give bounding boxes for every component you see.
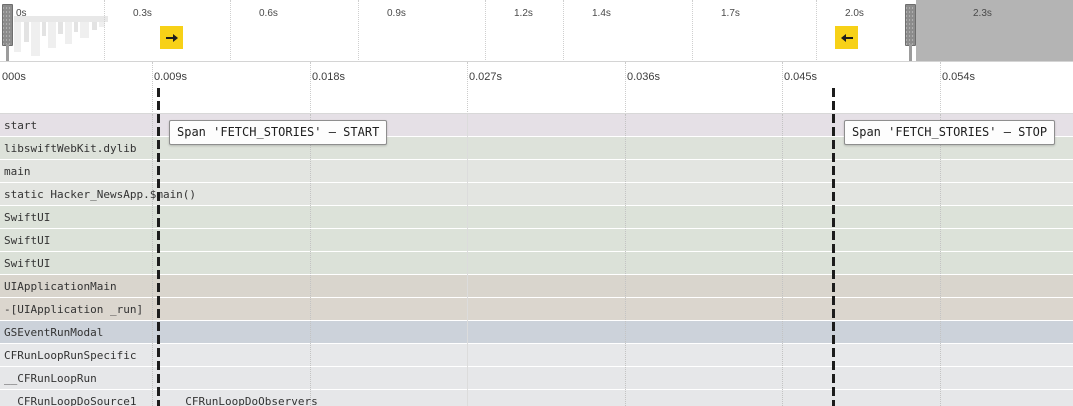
overview-gridline <box>104 0 105 61</box>
detail-tick-label: 000s <box>2 71 26 83</box>
overview-tick-label: 2.3s <box>973 8 992 19</box>
span-marker-stop[interactable] <box>835 26 858 49</box>
stack-frame-row[interactable]: SwiftUI <box>0 229 1073 252</box>
detail-gridline <box>940 62 941 114</box>
stack-frame-label: SwiftUI <box>4 211 51 224</box>
overview-range-handle-stem <box>909 44 912 61</box>
ruler-baseline <box>0 113 1073 114</box>
detail-tick-label: 0.036s <box>627 71 661 83</box>
arrow-right-icon <box>165 33 178 42</box>
stack-frame-row[interactable]: UIApplicationMain <box>0 275 1073 298</box>
call-stack-rows[interactable]: start libswiftWebKit.dylib main static Hack… <box>0 114 1073 406</box>
detail-gridline <box>625 62 626 114</box>
stack-frame-label: static Hacker_NewsApp.$main() <box>4 188 197 201</box>
overview-gridline <box>358 0 359 61</box>
overview-tick-label: 0s <box>16 8 27 19</box>
overview-timeline-ruler[interactable]: 0s 0.3s 0.6s 0.9s 1.2s 1.4s 1.7s 2.0s 2.3s <box>0 0 1073 62</box>
overview-gridline <box>485 0 486 61</box>
stack-frame-row[interactable]: main <box>0 160 1073 183</box>
overview-range-handle-stem <box>6 44 9 61</box>
detail-tick-label: 0.045s <box>784 71 818 83</box>
overview-tick-label: 2.0s <box>845 8 864 19</box>
detail-gridline <box>467 62 468 114</box>
span-marker-stop-tooltip: Span 'FETCH_STORIES' – STOP <box>844 120 1056 145</box>
overview-gridline <box>563 0 564 61</box>
stack-frame-row[interactable]: CFRunLoopRunSpecific <box>0 344 1073 367</box>
overview-dimmed-region <box>916 0 1073 61</box>
stack-frame-label: SwiftUI <box>4 257 51 270</box>
detail-gridline <box>152 62 153 114</box>
detail-tick-label: 0.027s <box>469 71 503 83</box>
overview-flamegraph-thumbnail <box>0 10 120 61</box>
stack-frame-row[interactable]: __CFRunLoopRun <box>0 367 1073 390</box>
stack-frame-label: CFRunLoopRunSpecific <box>4 349 137 362</box>
stack-frame-label: UIApplicationMain <box>4 280 117 293</box>
overview-tick-label: 1.2s <box>514 8 533 19</box>
overview-gridline <box>692 0 693 61</box>
detail-gridline <box>782 62 783 114</box>
overview-tick-label: 0.9s <box>387 8 406 19</box>
overview-range-handle-right[interactable] <box>905 4 916 46</box>
detail-timeline-ruler[interactable]: 000s 0.009s 0.018s 0.027s 0.036s 0.045s 0.054s <box>0 62 1073 114</box>
stack-frame-child-label: __CFRunLoopDoObservers <box>172 395 318 406</box>
overview-tick-label: 0.6s <box>259 8 278 19</box>
stack-frame-row[interactable]: __CFRunLoopDoSource1 __CFRunLoopDoObserve… <box>0 390 1073 406</box>
stack-frame-label: GSEventRunModal <box>4 326 104 339</box>
detail-gridline <box>310 62 311 114</box>
stack-frame-row[interactable]: static Hacker_NewsApp.$main() <box>0 183 1073 206</box>
stack-frame-label: SwiftUI <box>4 234 51 247</box>
span-marker-start[interactable] <box>160 26 183 49</box>
stack-frame-row[interactable]: SwiftUI <box>0 206 1073 229</box>
detail-tick-label: 0.009s <box>154 71 188 83</box>
overview-gridline <box>230 0 231 61</box>
stack-frame-label: start <box>4 119 38 132</box>
stack-frame-label: __CFRunLoopRun <box>4 372 97 385</box>
overview-tick-label: 0.3s <box>133 8 152 19</box>
detail-tick-label: 0.018s <box>312 71 346 83</box>
stack-frame-label: __CFRunLoopDoSource1 <box>4 395 137 406</box>
overview-range-handle-left[interactable] <box>2 4 13 46</box>
stack-frame-row[interactable]: -[UIApplication _run] <box>0 298 1073 321</box>
stack-frame-row[interactable]: SwiftUI <box>0 252 1073 275</box>
stack-frame-label: main <box>4 165 31 178</box>
stack-frame-row[interactable]: GSEventRunModal <box>0 321 1073 344</box>
arrow-left-icon <box>840 33 853 42</box>
span-marker-start-tooltip: Span 'FETCH_STORIES' – START <box>169 120 388 145</box>
detail-tick-label: 0.054s <box>942 71 976 83</box>
overview-tick-label: 1.7s <box>721 8 740 19</box>
overview-gridline <box>816 0 817 61</box>
stack-frame-label: -[UIApplication _run] <box>4 303 144 316</box>
stack-frame-label: libswiftWebKit.dylib <box>4 142 137 155</box>
span-marker-stop-needle <box>832 88 835 406</box>
overview-tick-label: 1.4s <box>592 8 611 19</box>
span-marker-start-needle <box>157 88 160 406</box>
